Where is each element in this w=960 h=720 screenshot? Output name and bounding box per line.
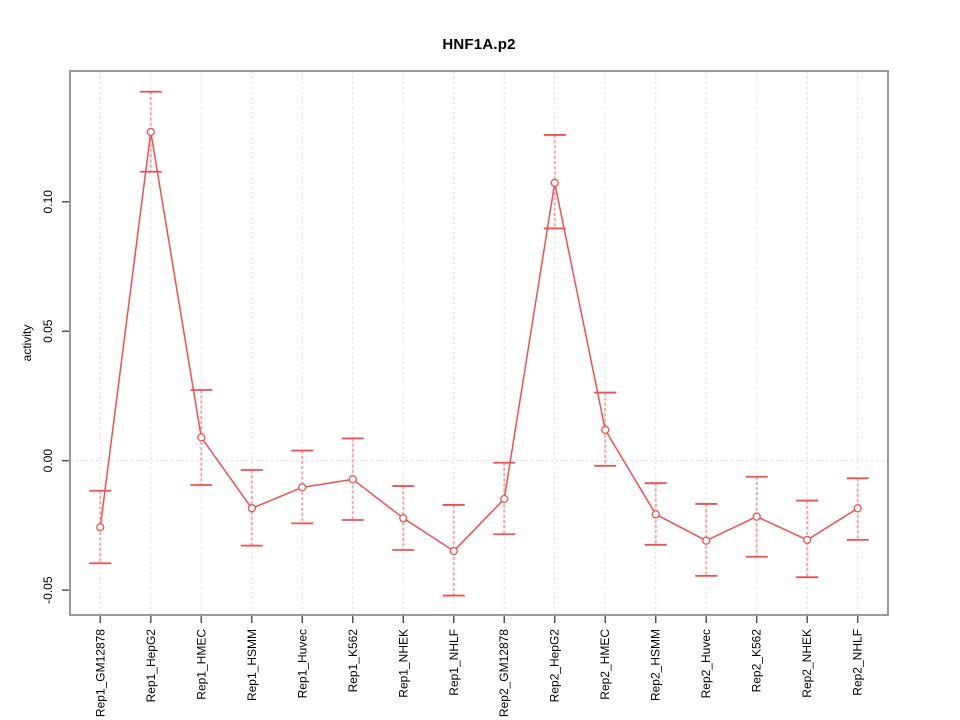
x-tick-label: Rep1_K562 (346, 629, 360, 693)
data-point-marker (247, 504, 256, 513)
x-tick-label: Rep1_HMEC (194, 629, 208, 700)
data-point-marker (550, 178, 559, 188)
x-tick-label: Rep2_HSMM (649, 629, 663, 701)
x-tick-label: Rep2_K562 (750, 629, 764, 693)
data-point-marker (651, 510, 660, 519)
data-point-marker (752, 512, 761, 521)
x-tick-label: Rep1_HepG2 (144, 629, 158, 703)
y-tick-label: -0.05 (41, 576, 55, 604)
y-tick-label: 0.10 (41, 190, 55, 214)
series-line (99, 131, 859, 552)
chart-title: HNF1A.p2 (442, 36, 516, 53)
x-tick-label: Rep1_GM12878 (93, 629, 107, 717)
data-point-marker (197, 433, 206, 442)
data-point-marker (449, 546, 458, 556)
x-tick-label: Rep2_HMEC (598, 629, 612, 700)
data-point-marker (601, 425, 610, 435)
y-tick-label: 0.05 (41, 319, 55, 343)
x-tick-label: Rep2_GM12878 (497, 629, 511, 717)
data-point-marker (96, 523, 105, 532)
data-point-marker (500, 494, 509, 504)
data-point-marker (146, 127, 155, 136)
x-tick-label: Rep1_NHLF (447, 629, 461, 696)
data-point-marker (399, 514, 408, 523)
data-point-marker (803, 535, 812, 545)
data-point-marker (298, 483, 307, 492)
x-tick-label: Rep1_Huvec (295, 629, 309, 698)
x-tick-label: Rep2_Huvec (699, 629, 713, 698)
data-point-marker (702, 536, 711, 545)
x-tick-label: Rep2_HepG2 (548, 629, 562, 703)
x-tick-label: Rep1_HSMM (245, 629, 259, 701)
x-tick-label: Rep2_NHEK (800, 629, 814, 698)
x-tick-label: Rep1_NHEK (396, 629, 410, 698)
plot-frame (69, 70, 889, 616)
data-point-marker (348, 475, 357, 484)
y-tick-label: 0.00 (41, 449, 55, 473)
data-point-marker (853, 504, 862, 513)
x-tick-label: Rep2_NHLF (851, 629, 865, 696)
